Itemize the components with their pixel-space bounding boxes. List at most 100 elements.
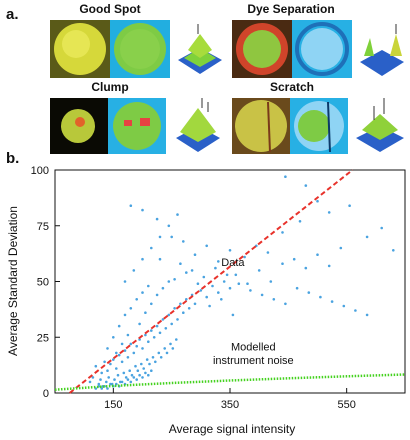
y-tick-label: 25 bbox=[37, 332, 49, 344]
data-point bbox=[202, 275, 206, 279]
data-point bbox=[138, 338, 141, 341]
data-point bbox=[327, 211, 331, 214]
clump-surface-plot bbox=[176, 98, 220, 152]
data-point bbox=[109, 362, 112, 366]
data-point bbox=[126, 378, 130, 381]
data-point bbox=[135, 344, 138, 348]
data-point bbox=[141, 291, 144, 294]
y-axis-title: Average Standard Deviation bbox=[6, 206, 20, 356]
data-point bbox=[135, 298, 138, 301]
data-point bbox=[295, 286, 299, 290]
data-point bbox=[141, 376, 144, 379]
data-point bbox=[316, 253, 319, 256]
data-point bbox=[281, 262, 284, 266]
data-point bbox=[106, 347, 109, 350]
data-point bbox=[129, 380, 133, 384]
data-point bbox=[147, 284, 150, 288]
data-point bbox=[165, 351, 169, 355]
data-point bbox=[304, 184, 308, 187]
data-point bbox=[97, 382, 101, 386]
panel-a-label: a. bbox=[6, 6, 19, 23]
data-point bbox=[307, 291, 311, 294]
x-axis-title: Average signal intensity bbox=[169, 422, 296, 436]
scratch-segmented-image bbox=[290, 98, 348, 154]
data-point bbox=[124, 376, 128, 379]
data-point bbox=[167, 280, 171, 283]
data-point bbox=[158, 235, 162, 239]
y-tick-label: 75 bbox=[37, 221, 49, 233]
data-point bbox=[140, 362, 143, 366]
data-point bbox=[170, 322, 173, 326]
data-point bbox=[117, 353, 121, 357]
data-point bbox=[134, 364, 137, 368]
data-point bbox=[115, 351, 118, 355]
data-point bbox=[141, 208, 144, 212]
data-point bbox=[136, 369, 140, 373]
data-point bbox=[246, 282, 249, 286]
data-point bbox=[144, 333, 147, 337]
data-point bbox=[354, 309, 357, 312]
scratch-title: Scratch bbox=[269, 80, 315, 94]
data-point bbox=[100, 371, 103, 375]
data-point bbox=[155, 324, 159, 328]
data-point bbox=[164, 327, 168, 330]
x-tick-label: 150 bbox=[104, 399, 122, 411]
data-point bbox=[199, 289, 203, 292]
data-point bbox=[260, 293, 264, 297]
data-point bbox=[107, 376, 110, 379]
data-point bbox=[129, 204, 133, 207]
data-point bbox=[120, 380, 124, 384]
annotation-data: Data bbox=[221, 257, 245, 269]
data-point bbox=[126, 333, 130, 337]
data-point bbox=[193, 253, 197, 256]
data-point bbox=[175, 338, 178, 341]
data-point bbox=[228, 286, 232, 290]
data-point bbox=[122, 371, 126, 375]
data-point bbox=[103, 360, 106, 364]
data-point bbox=[119, 380, 122, 384]
data-point bbox=[365, 313, 369, 317]
data-point bbox=[339, 246, 343, 250]
data-point bbox=[179, 262, 182, 266]
data-point bbox=[211, 284, 214, 288]
data-point bbox=[327, 264, 331, 268]
data-point bbox=[161, 286, 165, 290]
data-point bbox=[234, 273, 238, 277]
data-point bbox=[169, 342, 172, 346]
data-point bbox=[284, 302, 287, 306]
data-point bbox=[167, 313, 171, 317]
data-point bbox=[182, 311, 185, 315]
data-point bbox=[217, 260, 220, 263]
data-point bbox=[163, 347, 166, 350]
data-point bbox=[130, 373, 134, 377]
data-point bbox=[319, 295, 322, 299]
data-point bbox=[123, 280, 127, 283]
data-point bbox=[128, 369, 131, 373]
data-point bbox=[91, 376, 95, 379]
data-point bbox=[208, 304, 211, 308]
fit-line bbox=[68, 169, 354, 394]
data-point bbox=[158, 257, 162, 261]
data-point bbox=[185, 271, 188, 274]
data-point bbox=[145, 358, 149, 361]
data-point bbox=[106, 369, 109, 373]
data-point bbox=[231, 313, 235, 317]
data-point bbox=[187, 307, 191, 310]
scratch-surface-plot bbox=[356, 98, 404, 152]
data-point bbox=[152, 336, 156, 339]
data-point bbox=[249, 289, 252, 292]
data-point bbox=[348, 204, 351, 207]
data-point bbox=[129, 342, 133, 346]
data-point bbox=[120, 360, 124, 364]
data-point bbox=[132, 351, 136, 355]
panel-b-label: b. bbox=[6, 150, 20, 167]
scratch-raw-image bbox=[232, 98, 290, 154]
data-point bbox=[196, 282, 200, 286]
data-point bbox=[148, 362, 151, 366]
data-point bbox=[179, 302, 182, 306]
data-point bbox=[176, 213, 179, 216]
data-point bbox=[222, 280, 226, 283]
data-point bbox=[147, 340, 150, 344]
data-point bbox=[214, 266, 217, 270]
data-point bbox=[220, 298, 223, 301]
